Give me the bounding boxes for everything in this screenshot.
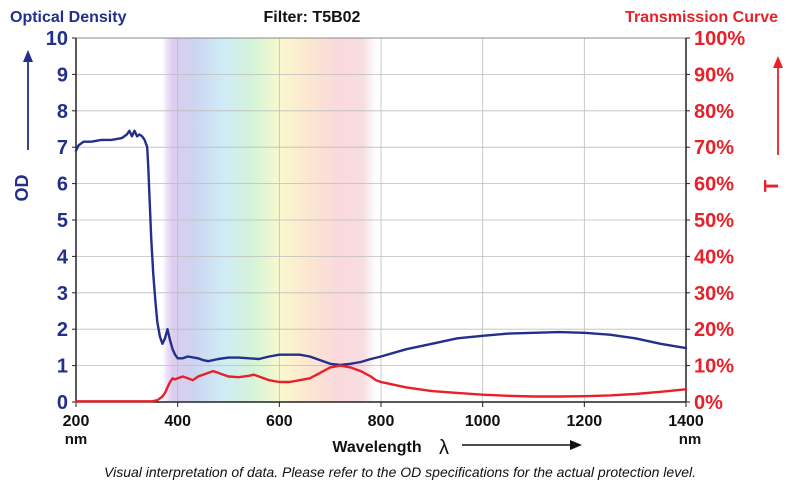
x-tick-label: 400 [164, 413, 191, 430]
y-right-axis-label: T [761, 180, 783, 192]
right-up-arrowhead [773, 56, 783, 68]
y-right-tick-label: 80% [694, 101, 734, 123]
y-left-tick-label: 6 [57, 174, 68, 196]
y-right-tick-label: 70% [694, 137, 734, 159]
x-tick-label: 200 [63, 413, 90, 430]
x-tick-label: 1000 [465, 413, 501, 430]
x-axis-arrowhead [570, 440, 582, 450]
x-tick-label: 1200 [567, 413, 603, 430]
y-left-tick-label: 4 [57, 246, 69, 268]
y-left-tick-label: 3 [57, 283, 68, 305]
y-right-tick-label: 0% [694, 392, 723, 414]
x-unit-right: nm [679, 431, 702, 448]
axes: 0123456789100%10%20%30%40%50%60%70%80%90… [46, 28, 746, 430]
x-tick-label: 600 [266, 413, 293, 430]
y-left-tick-label: 1 [57, 356, 68, 378]
y-left-tick-label: 5 [57, 210, 68, 232]
y-left-tick-label: 10 [46, 28, 68, 50]
x-tick-label: 1400 [668, 413, 704, 430]
y-right-tick-label: 90% [694, 64, 734, 86]
series-layer [74, 129, 688, 403]
y-right-tick-label: 50% [694, 210, 734, 232]
x-tick-label: 800 [368, 413, 395, 430]
x-axis-lambda-symbol: λ [439, 437, 449, 459]
grid [76, 38, 686, 402]
series-line-od [74, 129, 688, 367]
y-left-tick-label: 9 [57, 64, 68, 86]
y-right-tick-label: 10% [694, 356, 734, 378]
x-unit-left: nm [65, 431, 88, 448]
y-left-tick-label: 8 [57, 101, 68, 123]
y-left-tick-label: 2 [57, 319, 68, 341]
y-left-tick-label: 0 [57, 392, 68, 414]
y-right-tick-label: 40% [694, 246, 734, 268]
y-right-tick-label: 20% [694, 319, 734, 341]
series-line-t [74, 364, 688, 403]
footnote: Visual interpretation of data. Please re… [104, 464, 696, 480]
y-left-axis-label: OD [12, 174, 32, 201]
right-title: Transmission Curve [625, 9, 778, 26]
y-right-tick-label: 60% [694, 174, 734, 196]
center-title: Filter: T5B02 [264, 9, 361, 26]
y-right-tick-label: 100% [694, 28, 745, 50]
y-left-tick-label: 7 [57, 137, 68, 159]
left-up-arrowhead [23, 50, 33, 62]
y-right-tick-label: 30% [694, 283, 734, 305]
x-axis-label: Wavelength [332, 439, 421, 456]
left-title: Optical Density [10, 9, 127, 26]
